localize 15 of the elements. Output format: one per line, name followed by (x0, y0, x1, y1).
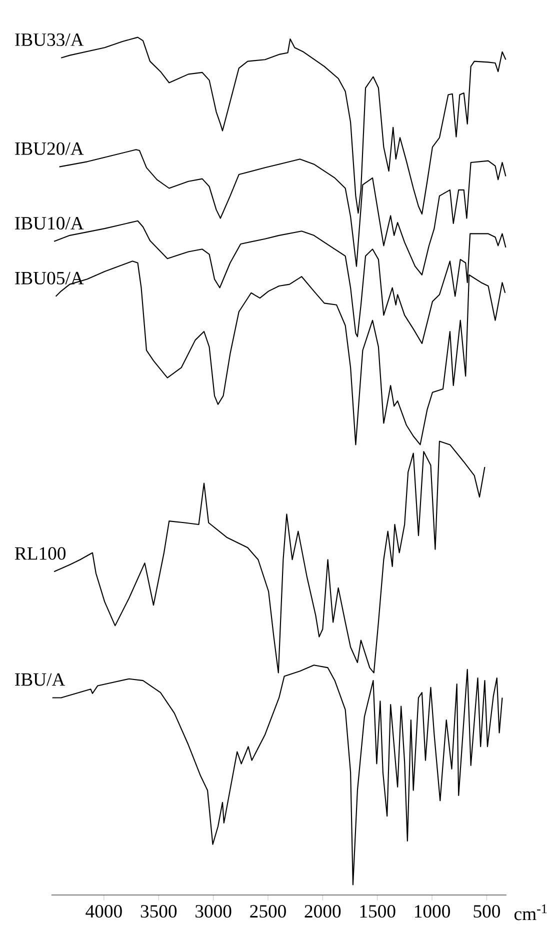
series-label: RL100 (14, 547, 66, 560)
x-tick-label: 1000 (414, 905, 450, 918)
x-tick-label: 500 (474, 905, 500, 918)
x-tick-label: 3500 (140, 905, 177, 918)
x-tick-label: 1500 (360, 905, 396, 918)
series-label: IBU10/A (15, 216, 84, 230)
series-label: IBU20/A (15, 142, 84, 155)
x-tick-label: 4000 (86, 905, 122, 918)
series-label: IBU33/A (15, 33, 84, 46)
x-tick-label: 2000 (304, 905, 341, 918)
series-label: IBU/A (15, 673, 66, 686)
series-label: IBU05/A (15, 272, 84, 284)
x-tick-label: 3000 (196, 905, 232, 918)
x-tick-label: 2500 (250, 905, 286, 918)
x-axis-title: cm$^{-1}$ (514, 904, 547, 920)
